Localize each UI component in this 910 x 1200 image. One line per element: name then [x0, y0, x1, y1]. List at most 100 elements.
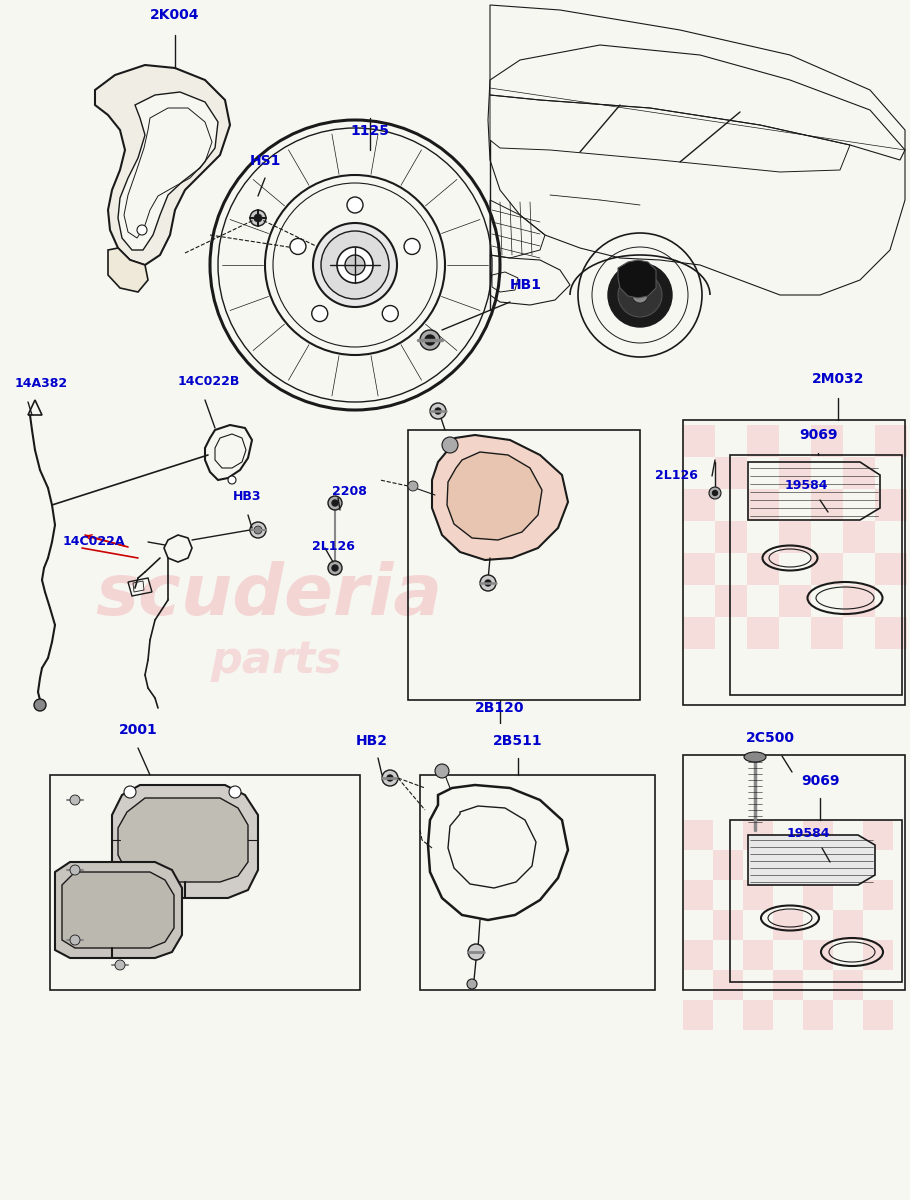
Circle shape — [250, 522, 266, 538]
Bar — [843, 584, 875, 617]
Bar — [803, 820, 833, 850]
Bar — [833, 910, 863, 940]
Polygon shape — [748, 835, 875, 886]
Circle shape — [420, 330, 440, 350]
Circle shape — [312, 306, 328, 322]
Bar — [863, 940, 893, 970]
Bar — [683, 490, 715, 521]
Circle shape — [229, 786, 241, 798]
Circle shape — [124, 786, 136, 798]
Circle shape — [713, 491, 717, 496]
Bar — [715, 457, 747, 490]
Text: 2M032: 2M032 — [812, 372, 864, 386]
Text: HB1: HB1 — [510, 278, 542, 292]
Circle shape — [425, 335, 435, 346]
Bar — [803, 940, 833, 970]
Polygon shape — [118, 798, 248, 882]
Ellipse shape — [744, 752, 766, 762]
Bar — [779, 457, 811, 490]
Circle shape — [404, 239, 420, 254]
Bar — [863, 1000, 893, 1030]
Circle shape — [382, 306, 399, 322]
Circle shape — [435, 408, 441, 414]
Circle shape — [228, 476, 236, 484]
Bar — [50, 775, 360, 990]
Bar — [683, 880, 713, 910]
Bar — [779, 521, 811, 553]
Bar — [779, 584, 811, 617]
Bar — [715, 521, 747, 553]
Text: 19584: 19584 — [784, 479, 828, 492]
Bar — [773, 850, 803, 880]
Circle shape — [467, 979, 477, 989]
Bar — [875, 553, 907, 584]
Circle shape — [290, 239, 306, 254]
Text: 2K004: 2K004 — [150, 8, 200, 22]
Text: HB2: HB2 — [356, 734, 388, 748]
Circle shape — [250, 210, 266, 226]
Bar — [683, 940, 713, 970]
Text: 9069: 9069 — [801, 774, 839, 788]
Circle shape — [632, 287, 648, 302]
Circle shape — [70, 865, 80, 875]
Bar — [875, 425, 907, 457]
Text: 14C022B: 14C022B — [178, 374, 240, 388]
Circle shape — [115, 960, 125, 970]
Bar — [683, 425, 715, 457]
Bar — [408, 430, 640, 700]
Bar — [683, 1000, 713, 1030]
Text: 2208: 2208 — [332, 485, 367, 498]
Circle shape — [70, 935, 80, 946]
Text: scuderia: scuderia — [95, 560, 442, 630]
Circle shape — [442, 437, 458, 452]
Text: 2C500: 2C500 — [745, 731, 794, 745]
Text: HB3: HB3 — [233, 490, 261, 503]
Circle shape — [468, 944, 484, 960]
Circle shape — [337, 247, 373, 283]
Bar — [843, 457, 875, 490]
Bar — [713, 850, 743, 880]
Text: parts: parts — [210, 638, 341, 682]
Bar — [730, 455, 902, 695]
Circle shape — [430, 403, 446, 419]
Circle shape — [408, 481, 418, 491]
Bar — [747, 553, 779, 584]
Polygon shape — [55, 862, 182, 958]
Circle shape — [435, 764, 449, 778]
Bar — [875, 617, 907, 649]
Polygon shape — [95, 65, 230, 265]
Bar — [713, 970, 743, 1000]
Bar — [773, 970, 803, 1000]
Polygon shape — [112, 785, 258, 898]
Bar — [811, 553, 843, 584]
Text: HS1: HS1 — [249, 154, 280, 168]
Circle shape — [328, 496, 342, 510]
Bar — [747, 425, 779, 457]
Polygon shape — [62, 872, 174, 948]
Circle shape — [618, 272, 662, 317]
Text: 2B120: 2B120 — [475, 701, 525, 715]
Circle shape — [345, 254, 365, 275]
Circle shape — [332, 565, 338, 571]
Bar — [683, 420, 905, 704]
Bar — [713, 910, 743, 940]
Bar — [811, 490, 843, 521]
Circle shape — [332, 500, 338, 506]
Bar — [875, 490, 907, 521]
Text: 9069: 9069 — [799, 428, 837, 442]
Bar — [773, 910, 803, 940]
Circle shape — [709, 487, 721, 499]
Bar — [730, 820, 902, 982]
Circle shape — [34, 698, 46, 710]
Bar — [715, 584, 747, 617]
Polygon shape — [618, 260, 656, 298]
Bar — [420, 775, 655, 990]
Bar — [747, 617, 779, 649]
Polygon shape — [108, 248, 148, 292]
Bar — [863, 820, 893, 850]
Polygon shape — [118, 92, 218, 250]
Bar — [743, 940, 773, 970]
Circle shape — [382, 770, 398, 786]
Bar — [743, 820, 773, 850]
Circle shape — [254, 526, 262, 534]
